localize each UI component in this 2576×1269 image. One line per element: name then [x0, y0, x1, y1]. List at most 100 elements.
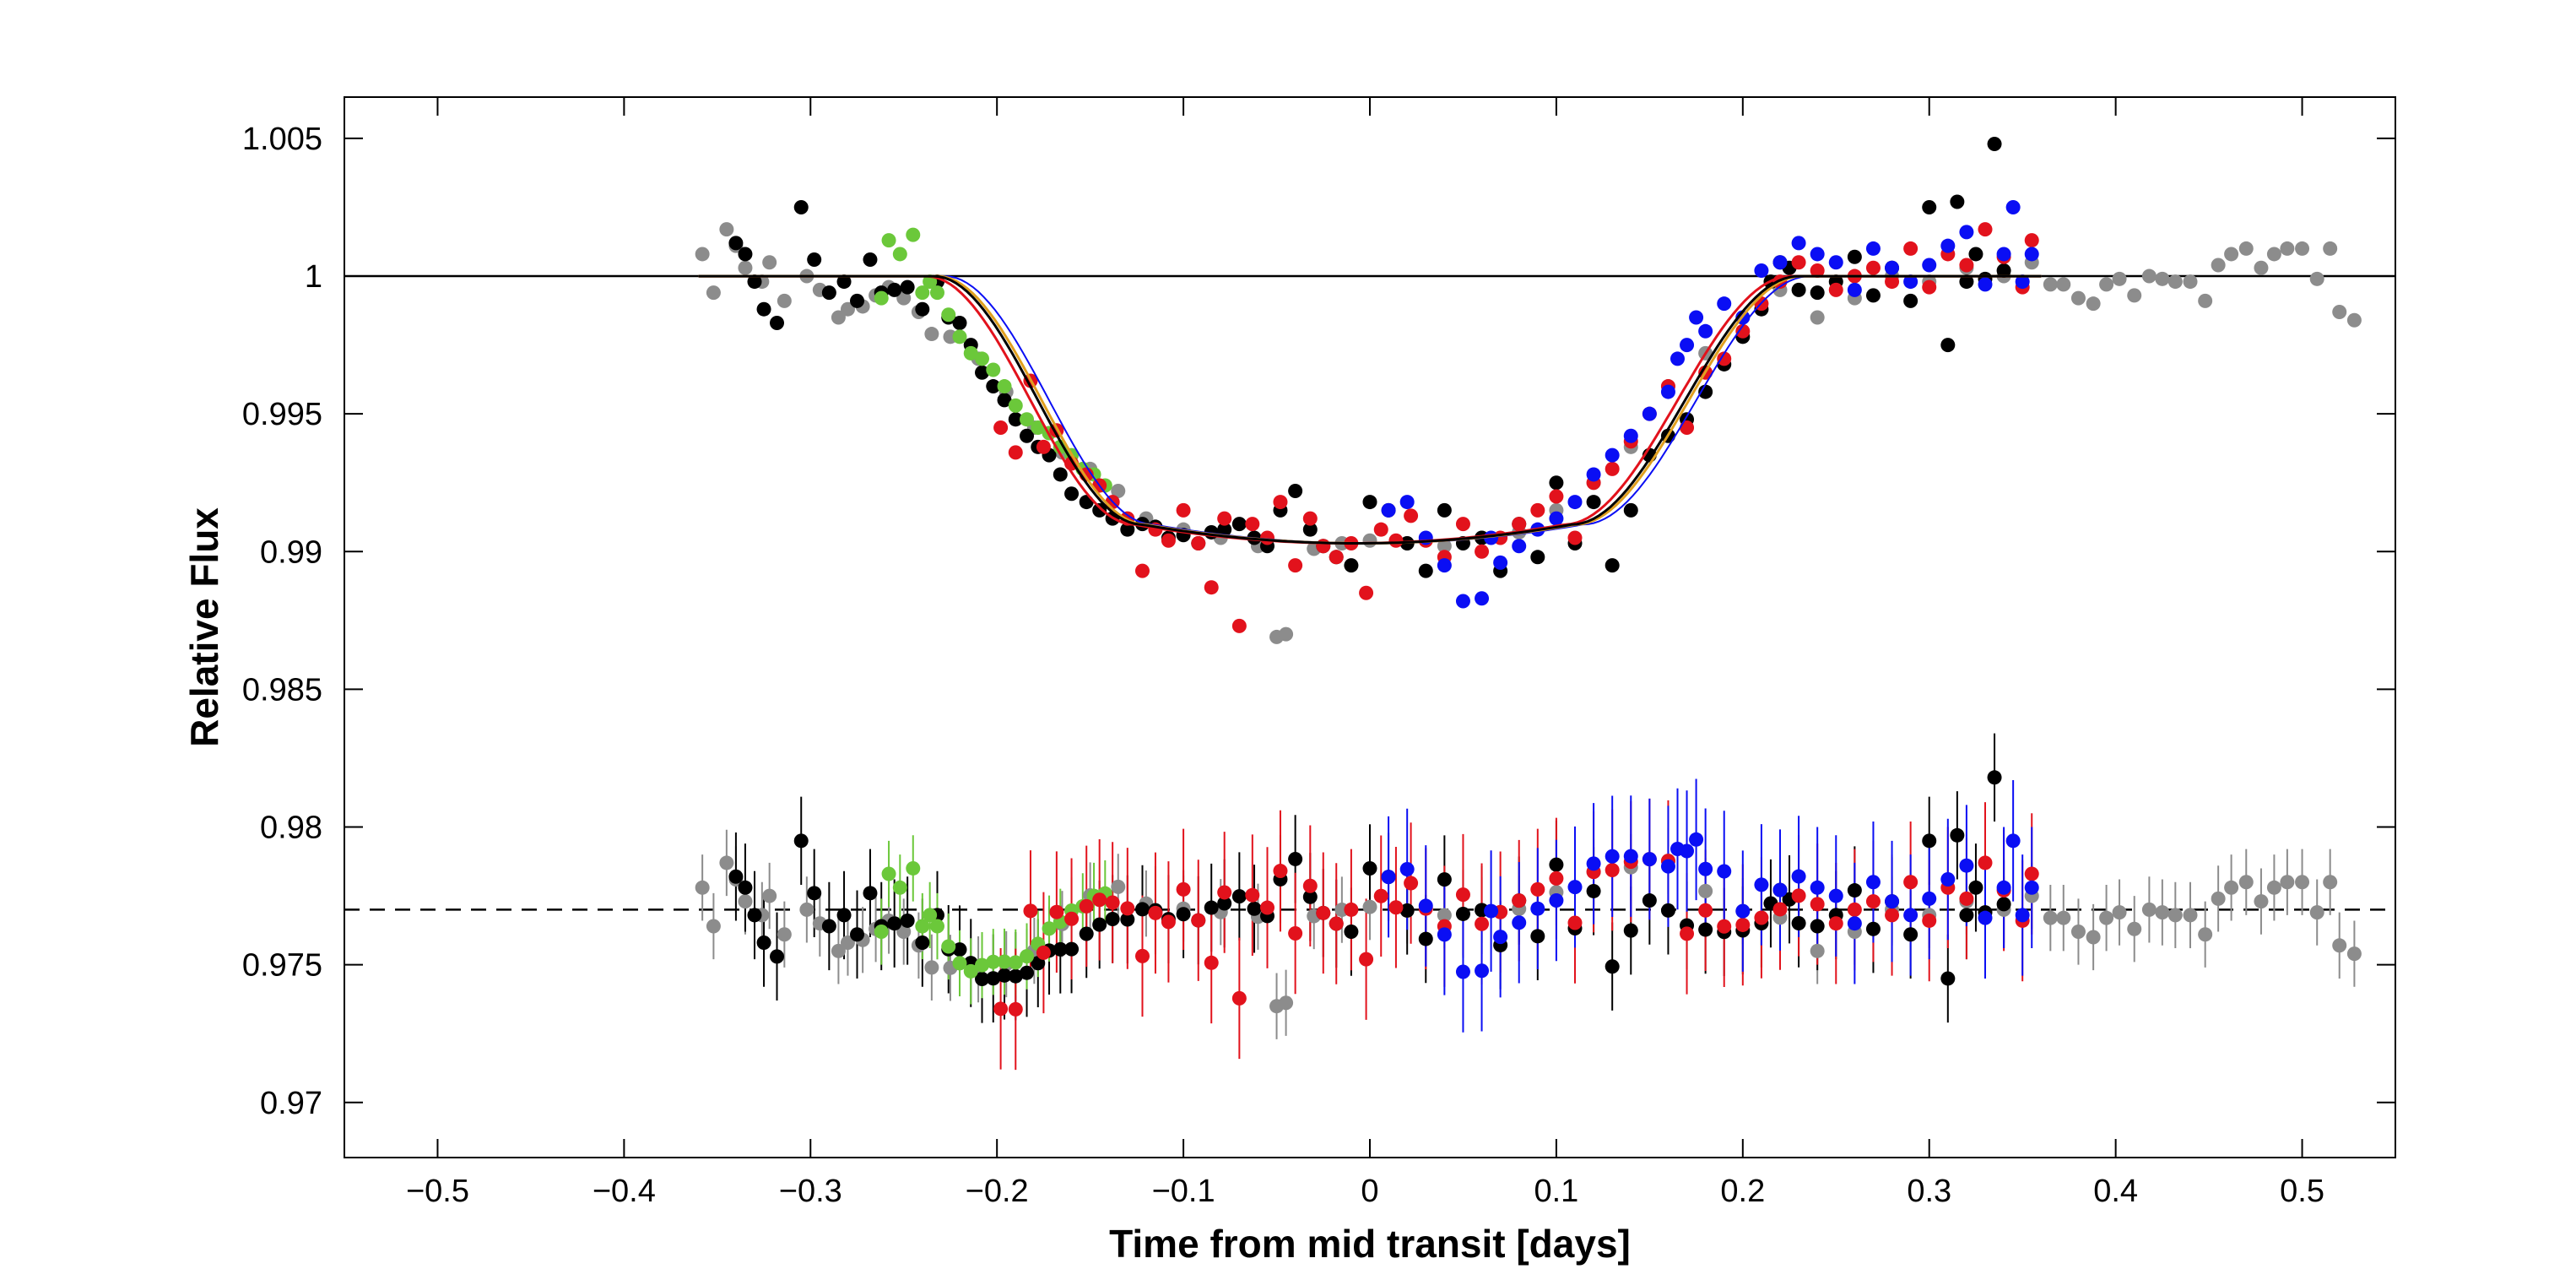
residual-point-red — [1455, 887, 1470, 903]
residual-point-red — [993, 1001, 1009, 1017]
residual-point-black — [747, 908, 762, 923]
data-point-black — [770, 316, 785, 331]
data-point-blue — [1437, 558, 1452, 573]
x-tick-label: −0.1 — [1152, 1174, 1215, 1209]
residual-point-green — [941, 939, 956, 954]
residual-point-black — [738, 880, 753, 895]
y-tick-labels: 0.97 0.975 0.98 0.985 0.99 0.995 1 1.005 — [242, 122, 322, 1121]
residual-point-black — [1847, 883, 1862, 898]
data-point-blue — [1642, 406, 1657, 421]
residual-point-red — [1008, 1001, 1023, 1017]
residual-point-blue — [1959, 858, 1974, 873]
data-point-red — [1922, 279, 1937, 295]
residual-point-blue — [1717, 864, 1732, 879]
x-tick-label: 0 — [1361, 1174, 1378, 1209]
data-point-gray — [2099, 277, 2114, 292]
data-point-gray — [831, 310, 846, 325]
data-point-red — [1316, 539, 1331, 554]
residual-point-gray — [896, 924, 912, 939]
data-point-red — [1359, 585, 1374, 600]
residual-point-black — [1418, 931, 1433, 946]
residual-point-green — [1020, 949, 1035, 964]
residual-point-blue — [1772, 882, 1788, 898]
residual-point-gray — [695, 880, 710, 895]
tick-marks — [344, 97, 2395, 1158]
data-point-blue — [1959, 225, 1974, 240]
data-point-gray — [2332, 304, 2347, 319]
residual-point-black — [793, 833, 809, 849]
residual-point-blue — [1418, 898, 1433, 914]
data-point-blue — [1381, 502, 1396, 518]
residual-point-blue — [1623, 849, 1638, 864]
residual-point-green — [874, 924, 889, 939]
data-point-blue — [1791, 236, 1806, 251]
data-point-red — [1567, 530, 1583, 545]
data-point-black — [1020, 428, 1035, 443]
residual-point-blue — [1698, 861, 1713, 876]
x-tick-label: 0.1 — [1534, 1174, 1578, 1209]
residual-point-gray — [2211, 891, 2226, 906]
residual-point-gray — [2309, 905, 2324, 920]
data-point-red — [1512, 517, 1527, 532]
residual-point-gray — [2056, 910, 2071, 925]
data-point-blue — [1623, 428, 1638, 443]
residual-point-blue — [2024, 880, 2039, 895]
residual-point-blue — [2015, 908, 2030, 923]
residual-point-black — [887, 916, 902, 931]
data-point-red — [1717, 351, 1732, 366]
residual-point-gray — [831, 943, 846, 958]
data-point-black — [1940, 338, 1956, 353]
residual-point-blue — [1549, 892, 1564, 908]
data-point-red — [1475, 544, 1490, 559]
data-point-black — [1437, 502, 1452, 518]
residual-point-black — [1642, 893, 1657, 908]
residual-point-gray — [2295, 875, 2310, 890]
residual-point-black — [1064, 941, 1080, 957]
data-point-black — [1922, 199, 1937, 214]
data-point-gray — [777, 293, 792, 308]
data-point-black — [1549, 475, 1564, 491]
data-point-gray — [2280, 241, 2295, 256]
data-point-blue — [1717, 296, 1732, 312]
data-point-red — [1885, 274, 1900, 290]
residual-point-gray — [2099, 910, 2114, 925]
residual-point-blue — [1642, 852, 1657, 867]
residual-point-green — [952, 956, 967, 971]
data-point-green — [1008, 398, 1023, 413]
residual-point-black — [1134, 902, 1150, 917]
residual-point-blue — [1512, 915, 1527, 930]
data-point-red — [1791, 255, 1806, 270]
data-point-red — [1008, 445, 1023, 460]
data-point-red — [1273, 495, 1288, 510]
data-point-black — [1987, 136, 2002, 151]
residual-point-black — [1586, 883, 1601, 898]
data-point-gray — [2056, 277, 2071, 292]
y-tick-label: 0.99 — [260, 534, 322, 570]
residual-point-red — [1404, 876, 1419, 891]
residual-point-gray — [2070, 924, 2086, 939]
residual-point-black — [1660, 903, 1675, 918]
residual-point-red — [1049, 904, 1064, 919]
y-axis-label: Relative Flux — [182, 507, 226, 747]
residual-point-blue — [1735, 903, 1751, 919]
data-point-red — [1549, 489, 1564, 504]
residual-point-blue — [1567, 880, 1583, 895]
residual-point-black — [821, 919, 836, 934]
data-point-gray — [2346, 312, 2362, 328]
data-point-black — [887, 282, 902, 297]
data-point-gray — [924, 327, 939, 342]
residual-point-blue — [1885, 894, 1900, 909]
data-point-black — [1064, 486, 1080, 502]
residual-point-gray — [1279, 995, 1294, 1011]
residual-point-black — [1968, 880, 1983, 895]
residual-point-gray — [840, 935, 855, 951]
residual-point-red — [1288, 926, 1303, 941]
residual-point-gray — [2141, 902, 2157, 917]
residual-point-black — [1231, 889, 1247, 904]
y-tick-label: 0.98 — [260, 811, 322, 846]
data-point-black — [1344, 558, 1359, 573]
data-point-red — [1161, 533, 1176, 548]
data-point-black — [793, 199, 809, 214]
data-point-blue — [1605, 447, 1620, 463]
x-tick-label: −0.5 — [406, 1174, 469, 1209]
